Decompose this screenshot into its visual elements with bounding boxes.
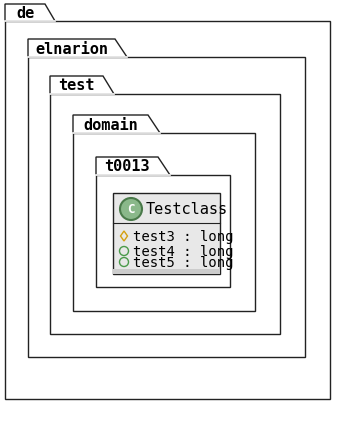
Polygon shape xyxy=(96,158,170,176)
Bar xyxy=(113,269,220,274)
Text: C: C xyxy=(127,203,135,216)
Bar xyxy=(5,22,330,399)
Polygon shape xyxy=(73,116,160,134)
Text: domain: domain xyxy=(83,117,138,132)
Polygon shape xyxy=(28,40,127,58)
Bar xyxy=(50,95,280,334)
Text: test3 : long: test3 : long xyxy=(133,230,234,243)
Circle shape xyxy=(120,199,142,221)
Bar xyxy=(28,58,305,357)
Bar xyxy=(113,193,220,274)
Polygon shape xyxy=(50,77,114,95)
Text: de: de xyxy=(16,6,34,21)
Polygon shape xyxy=(5,5,55,22)
Text: test: test xyxy=(58,78,95,93)
Text: Testclass: Testclass xyxy=(146,202,228,217)
Bar xyxy=(73,134,255,311)
Bar xyxy=(96,176,230,287)
Text: test5 : long: test5 : long xyxy=(133,256,234,269)
Text: elnarion: elnarion xyxy=(35,41,108,56)
Text: t0013: t0013 xyxy=(104,159,150,174)
Text: test4 : long: test4 : long xyxy=(133,245,234,259)
